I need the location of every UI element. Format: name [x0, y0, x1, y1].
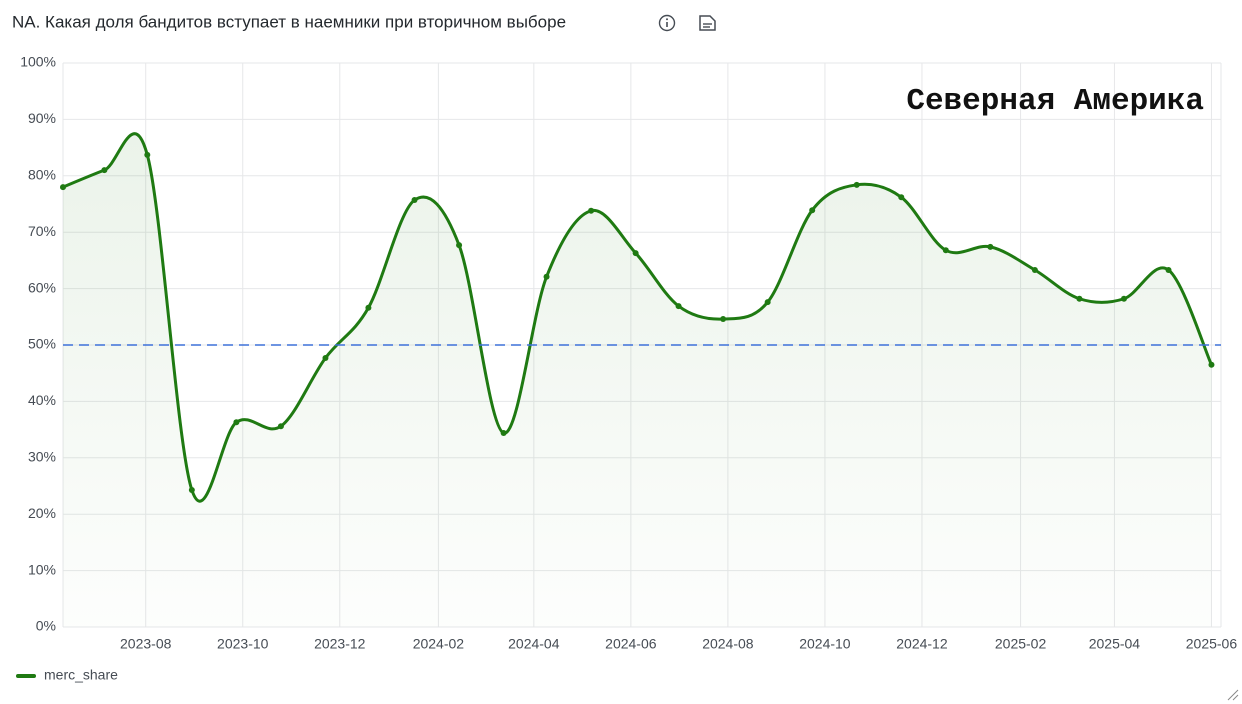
data-point [500, 429, 507, 436]
panel-menu-icon[interactable] [699, 15, 716, 31]
data-point [60, 184, 66, 191]
data-point [675, 303, 682, 310]
y-tick-label: 60% [28, 279, 56, 295]
data-point [188, 486, 195, 493]
x-tick-label: 2023-10 [217, 636, 269, 652]
series-area [63, 133, 1212, 627]
x-tick-label: 2025-02 [995, 636, 1047, 652]
y-tick-label: 30% [28, 449, 56, 465]
x-tick-label: 2025-04 [1089, 636, 1141, 652]
x-tick-label: 2024-10 [799, 636, 851, 652]
y-tick-label: 50% [28, 336, 56, 352]
annotation: Северная Америка [906, 84, 1204, 119]
panel-title: NA. Какая доля бандитов вступает в наемн… [12, 12, 566, 31]
data-point [987, 243, 994, 250]
legend-label[interactable]: merc_share [44, 667, 118, 683]
data-point [1165, 266, 1172, 273]
data-point [543, 273, 550, 280]
data-point [809, 207, 816, 214]
x-tick-label: 2024-04 [508, 636, 560, 652]
data-point [632, 250, 639, 257]
data-point [942, 247, 949, 254]
x-tick-label: 2025-06 [1186, 636, 1238, 652]
x-tick-label: 2024-02 [413, 636, 465, 652]
plot-area: 0% 10% 20% 30% 40% 50% 60% 70% 80% 90% 100% 2023-08… [20, 54, 1237, 652]
data-point [1076, 295, 1083, 302]
y-tick-label: 70% [28, 223, 56, 239]
data-point [277, 423, 284, 430]
data-point [1031, 266, 1038, 273]
data-point [233, 419, 240, 426]
data-point [365, 304, 372, 311]
data-point [720, 316, 727, 323]
data-point [456, 242, 463, 249]
y-tick-label: 90% [28, 110, 56, 126]
y-tick-label: 0% [36, 618, 56, 634]
x-tick-label: 2024-08 [702, 636, 754, 652]
data-point [588, 207, 595, 214]
x-tick-label: 2023-12 [314, 636, 366, 652]
data-point [144, 151, 151, 158]
x-tick-label: 2023-08 [120, 636, 172, 652]
y-tick-label: 80% [28, 167, 56, 183]
data-point [1208, 361, 1215, 368]
x-tick-label: 2024-06 [605, 636, 657, 652]
data-point [898, 194, 905, 201]
y-tick-label: 40% [28, 392, 56, 408]
data-point [322, 354, 329, 361]
data-point [1120, 295, 1127, 302]
x-tick-label: 2024-12 [896, 636, 948, 652]
y-tick-label: 10% [28, 561, 56, 577]
data-point [411, 197, 418, 204]
info-icon[interactable] [658, 14, 676, 32]
data-point [764, 299, 771, 306]
data-point [101, 167, 108, 174]
data-point [853, 181, 860, 188]
y-tick-label: 20% [28, 505, 56, 521]
resize-handle[interactable] [1227, 689, 1239, 701]
y-tick-label: 100% [20, 54, 56, 70]
